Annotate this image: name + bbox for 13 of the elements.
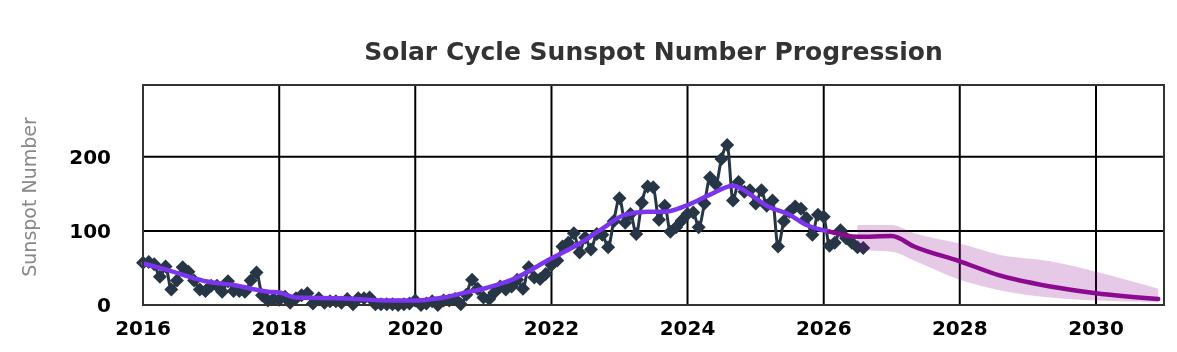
x-tick-label: 2016	[115, 316, 171, 340]
y-tick-label: 0	[97, 293, 111, 317]
y-axis-title: Sunspot Number	[18, 117, 40, 277]
x-tick-label: 2028	[931, 316, 988, 340]
x-tick-label: 2026	[795, 316, 852, 340]
x-tick-label: 2018	[251, 316, 308, 340]
x-tick-label: 2024	[659, 316, 716, 340]
x-tick-label: 2030	[1068, 316, 1124, 340]
x-tick-label: 2020	[387, 316, 444, 340]
x-tick-label: 2022	[523, 316, 580, 340]
chart-title: Solar Cycle Sunspot Number Progression	[364, 37, 943, 66]
y-tick-label: 100	[69, 218, 111, 243]
y-tick-label: 200	[69, 144, 111, 169]
